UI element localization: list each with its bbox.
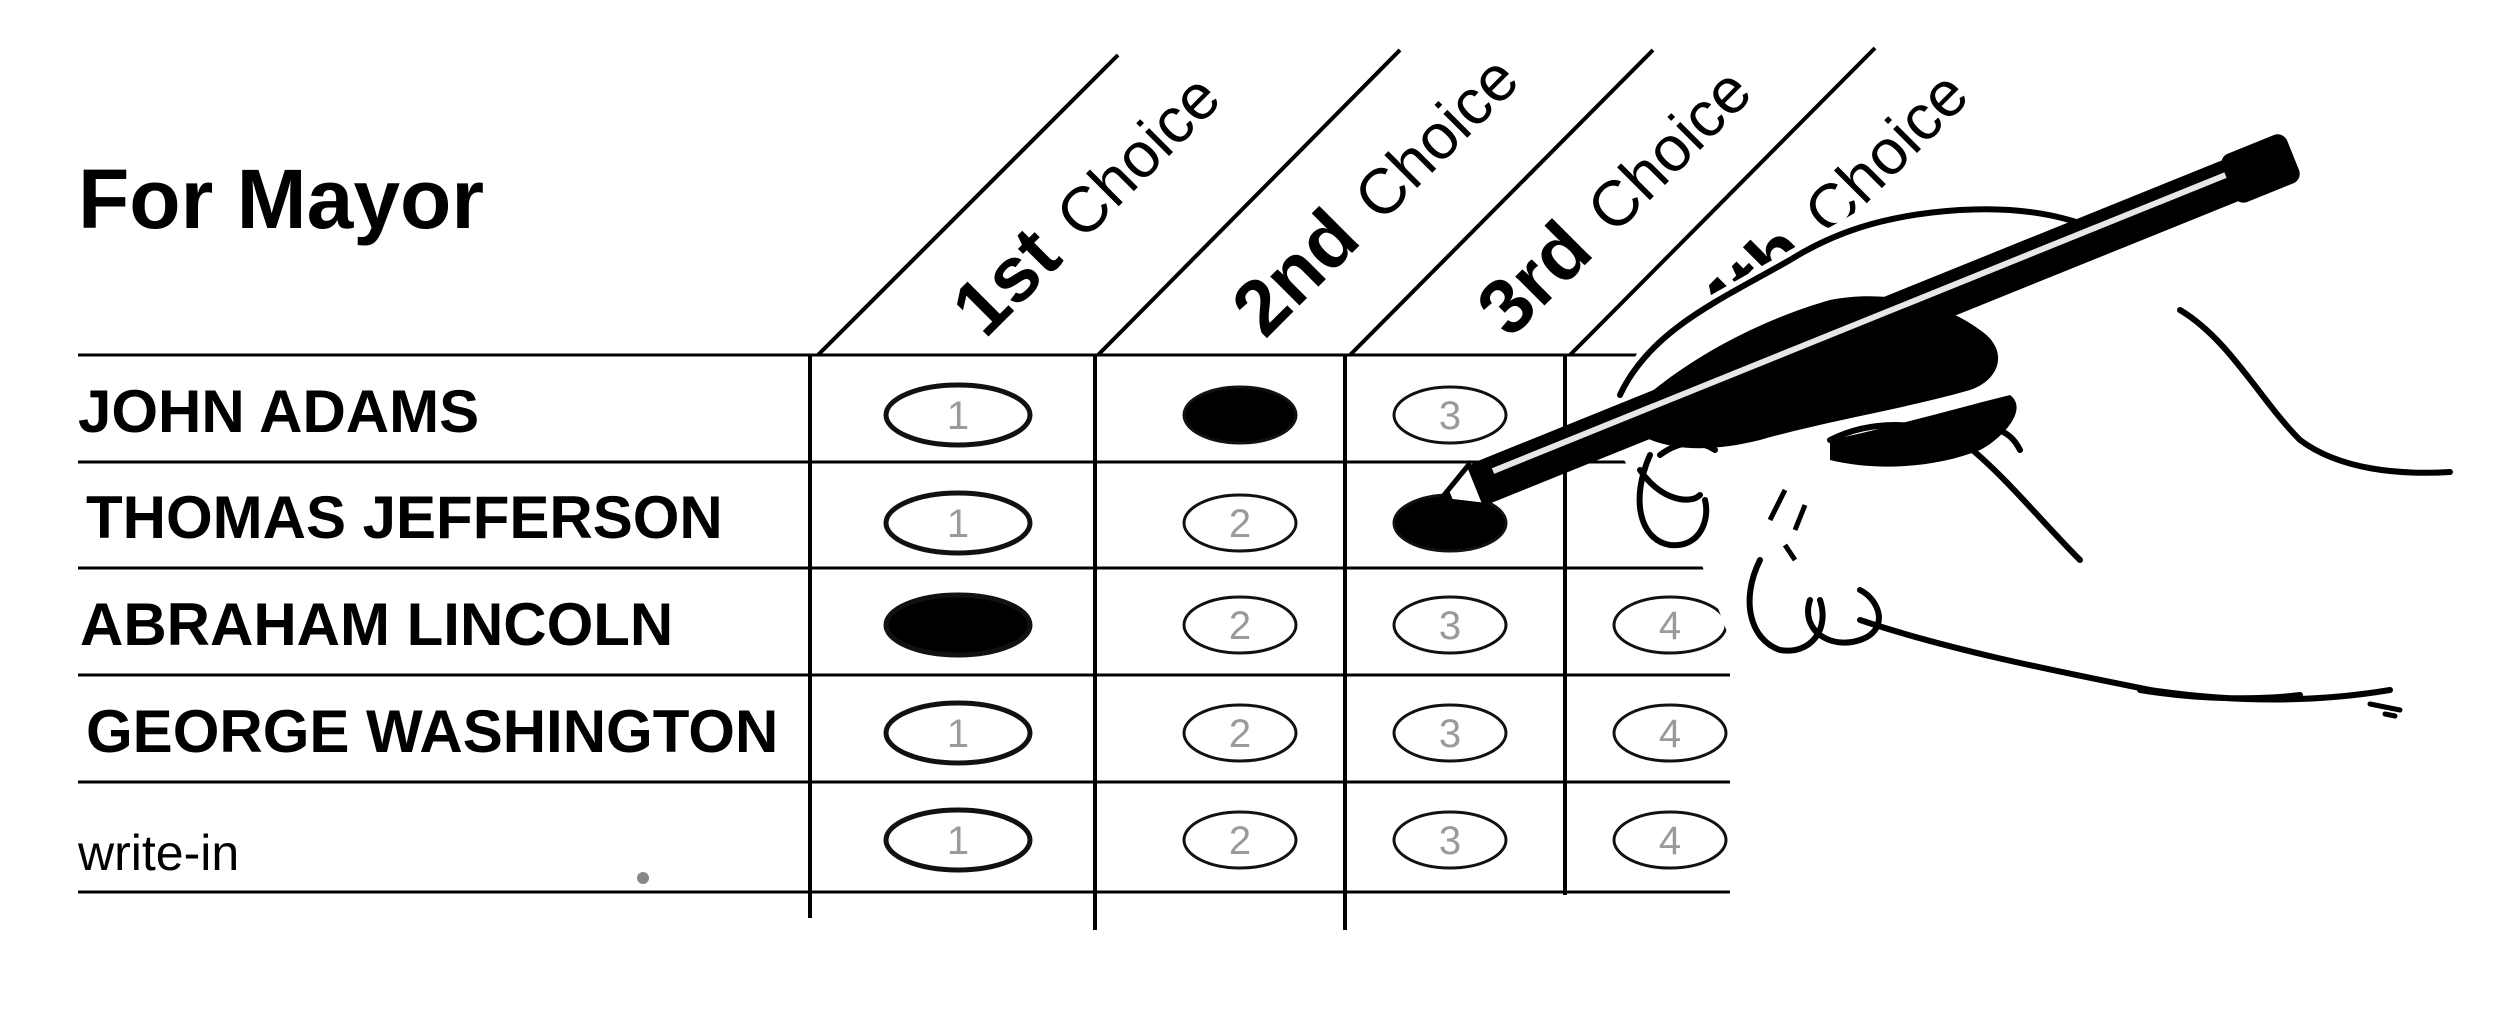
bubble-2-choice-2[interactable]: 2	[1182, 493, 1298, 553]
bubble-4-choice-3[interactable]: 3	[1392, 703, 1508, 763]
bubble-3-choice-3[interactable]: 3	[1392, 595, 1508, 655]
candidate-name-abraham-lincoln: ABRAHAM LINCOLN	[80, 591, 673, 658]
bubble-1-choice-3[interactable]: 3	[1392, 385, 1508, 445]
bubble-number: 1	[947, 394, 969, 438]
bubble-oval	[883, 807, 1033, 873]
bubble-oval	[1182, 385, 1298, 445]
bubble-number: 2	[1229, 502, 1251, 546]
candidate-name-john-adams: JOHN ADAMS	[78, 378, 479, 445]
bubble-5-choice-1[interactable]: 1	[883, 807, 1033, 873]
bubble-oval	[1182, 703, 1298, 763]
bubble-oval	[1612, 703, 1728, 763]
ballot-title: For Mayor	[78, 152, 484, 246]
bubble-number: 3	[1439, 712, 1461, 756]
bubble-2-choice-1[interactable]: 1	[883, 490, 1033, 556]
bubble-number: 2	[1229, 712, 1251, 756]
bubble-oval	[1612, 810, 1728, 870]
bubble-oval	[1392, 810, 1508, 870]
bubble-4-choice-1[interactable]: 1	[883, 700, 1033, 766]
header-1st-label: Choice	[1042, 60, 1234, 252]
bubble-oval	[1392, 385, 1508, 445]
bubble-5-choice-3[interactable]: 3	[1392, 810, 1508, 870]
bubble-oval	[1392, 595, 1508, 655]
candidate-name-thomas-jefferson: THOMAS JEFFERSON	[86, 484, 723, 551]
bubble-number: 4	[1659, 819, 1681, 863]
header-2nd-label: Choice	[1340, 42, 1532, 234]
bubble-number: 3	[1439, 394, 1461, 438]
bubble-4-choice-2[interactable]: 2	[1182, 703, 1298, 763]
bubble-number: 3	[1439, 604, 1461, 648]
header-2nd-ordinal: 2nd	[1215, 192, 1375, 352]
candidate-name-write-in: write-in	[77, 825, 239, 881]
bubble-oval	[883, 592, 1033, 658]
header-1st-choice: 1st Choice	[935, 51, 1236, 352]
bubble-3-choice-1[interactable]	[883, 592, 1033, 658]
bubble-oval	[1182, 810, 1298, 870]
bubble-oval	[1392, 703, 1508, 763]
bubble-number: 4	[1659, 604, 1681, 648]
bubble-3-choice-2[interactable]: 2	[1182, 595, 1298, 655]
bubble-grid: 1 3 1 2 2 3 4 1 2 3 4 1 2 3 4	[883, 382, 1728, 873]
bubble-number: 4	[1659, 712, 1681, 756]
bubble-number: 3	[1439, 819, 1461, 863]
bubble-number: 1	[947, 712, 969, 756]
bubble-4-choice-4[interactable]: 4	[1612, 703, 1728, 763]
bubble-number: 2	[1229, 604, 1251, 648]
header-3rd-label: Choice	[1573, 54, 1765, 246]
row-lines	[78, 353, 1730, 894]
bubble-5-choice-4[interactable]: 4	[1612, 810, 1728, 870]
bubble-number: 2	[1229, 819, 1251, 863]
bubble-1-choice-2[interactable]	[1182, 385, 1298, 445]
bubble-oval	[883, 490, 1033, 556]
candidate-name-george-washington: GEORGE WASHINGTON	[86, 698, 778, 765]
bubble-number: 1	[947, 502, 969, 546]
bubble-3-choice-4[interactable]: 4	[1612, 595, 1728, 655]
stray-dot	[637, 872, 649, 884]
bubble-5-choice-2[interactable]: 2	[1182, 810, 1298, 870]
header-1st-ordinal: 1st	[935, 210, 1077, 352]
bubble-oval	[883, 700, 1033, 766]
hand-holding-pencil-icon	[1435, 134, 2470, 719]
bubble-oval	[1182, 595, 1298, 655]
header-3rd-ordinal: 3rd	[1460, 204, 1608, 352]
header-diagonal-lines	[816, 46, 1877, 357]
bubble-number: 1	[947, 819, 969, 863]
bubble-oval	[1182, 493, 1298, 553]
bubble-1-choice-1[interactable]: 1	[883, 382, 1033, 448]
bubble-oval	[883, 382, 1033, 448]
